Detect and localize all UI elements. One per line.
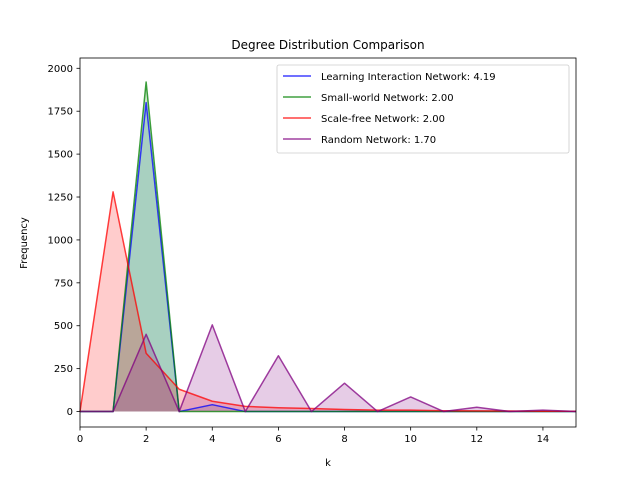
legend-label: Learning Interaction Network: 4.19: [321, 72, 496, 83]
chart-title: Degree Distribution Comparison: [231, 38, 424, 52]
y-tick-label: 1750: [48, 107, 73, 118]
plot-frame: [79, 57, 577, 428]
series-lines: [79, 81, 577, 413]
y-axis-label: Frequency: [19, 217, 30, 269]
x-tick-label: 2: [143, 434, 149, 445]
y-tick-label: 250: [54, 364, 73, 375]
x-tick-label: 14: [537, 434, 550, 445]
x-tick-label: 0: [77, 434, 83, 445]
y-axis-ticks: 0 250 500 750 1000 1250 1500 1750 2000: [48, 64, 80, 418]
legend-label: Small-world Network: 2.00: [321, 93, 454, 104]
x-axis-ticks: 0 2 4 6 8 10 12 14: [77, 427, 549, 445]
x-tick-label: 4: [209, 434, 215, 445]
random-network-area: [80, 324, 576, 412]
legend-label: Scale-free Network: 2.00: [321, 114, 445, 125]
y-tick-label: 500: [54, 321, 73, 332]
legend-label: Random Network: 1.70: [321, 135, 436, 146]
small-world-network-area: [80, 82, 576, 412]
y-tick-label: 2000: [48, 64, 73, 75]
y-tick-label: 1500: [48, 150, 73, 161]
learning-interaction-network-area: [80, 102, 576, 412]
y-tick-label: 750: [54, 278, 73, 289]
x-tick-label: 10: [404, 434, 417, 445]
y-tick-label: 0: [67, 407, 73, 418]
area-fills: [80, 82, 576, 412]
x-axis-label: k: [325, 458, 331, 469]
x-tick-label: 6: [275, 434, 281, 445]
y-tick-label: 1250: [48, 193, 73, 204]
y-tick-label: 1000: [48, 235, 73, 246]
legend-box: [276, 64, 570, 154]
x-tick-label: 12: [470, 434, 483, 445]
x-tick-label: 8: [341, 434, 347, 445]
scale-free-network-area: [80, 191, 576, 412]
legend: Learning Interaction Network: 4.19 Small-…: [276, 64, 570, 154]
random-network-line: [80, 324, 577, 413]
